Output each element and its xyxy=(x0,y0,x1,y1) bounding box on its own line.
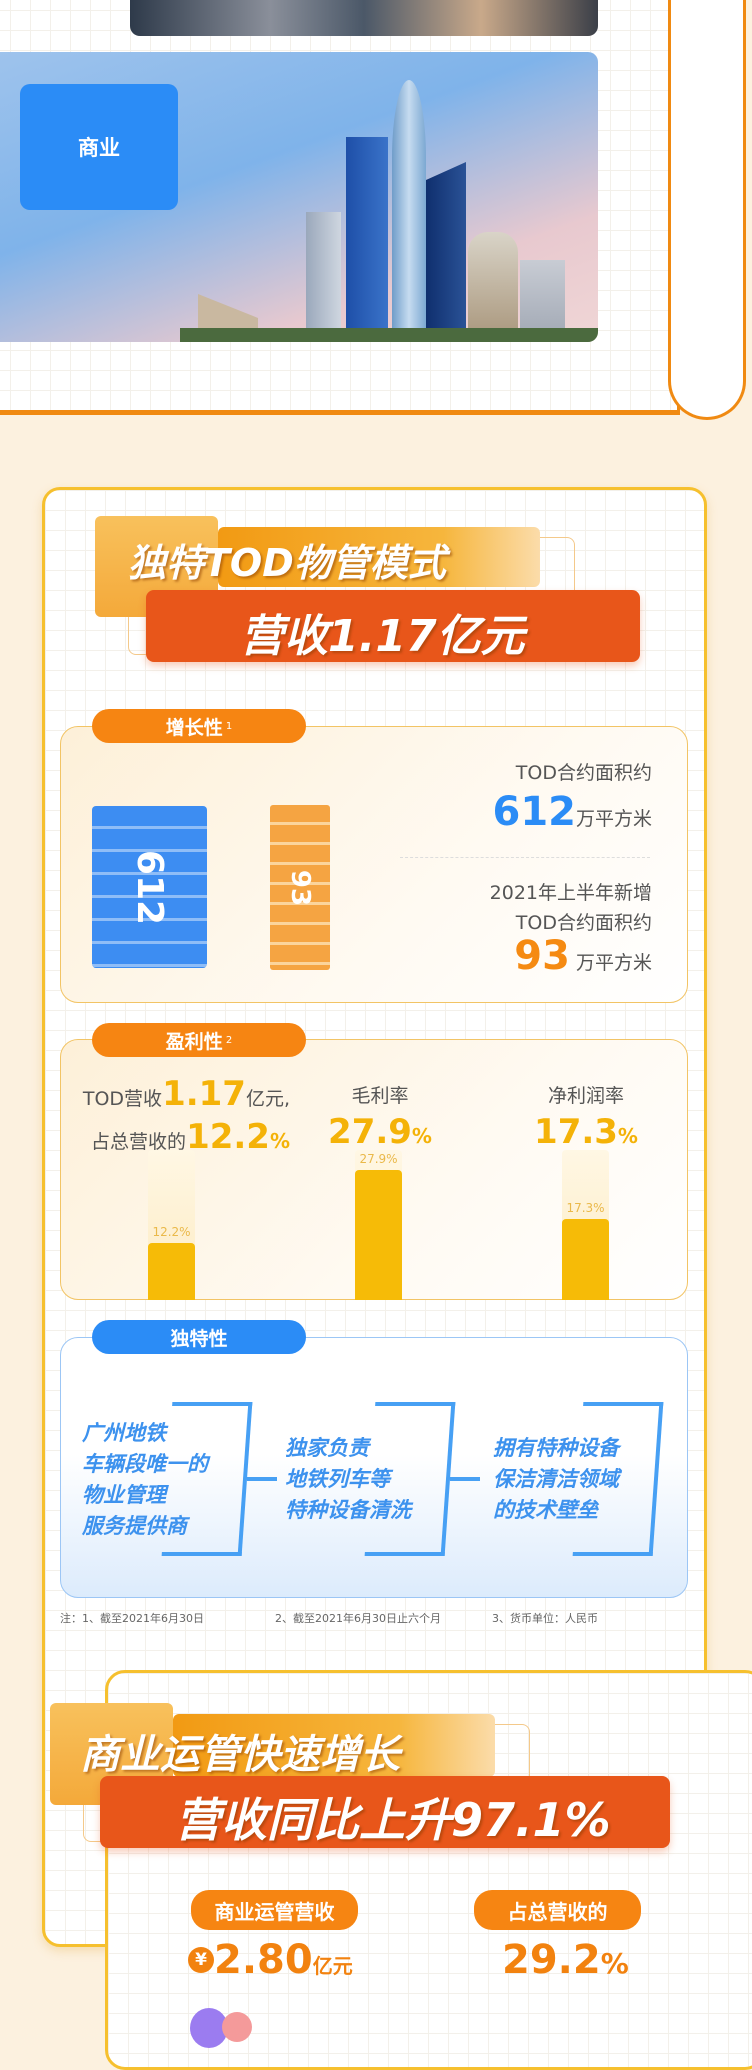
commercial-revenue-tag: 商业运管营收 xyxy=(191,1890,358,1930)
rev-suffix: 亿元, xyxy=(245,1088,290,1110)
uniqueness-line: 服务提供商 xyxy=(82,1514,187,1538)
blue-block-label: 612 xyxy=(129,849,170,925)
uniqueness-tag: 独特性 xyxy=(92,1320,306,1354)
gross-value: 27.9 xyxy=(328,1112,412,1152)
tod-revenue-stat: TOD营收1.17亿元, 占总营收的12.2% xyxy=(80,1075,290,1161)
title-bar xyxy=(173,1714,495,1777)
profit-tag: 盈利性 2 xyxy=(92,1023,306,1057)
uniqueness-line: 车辆段唯一的 xyxy=(82,1452,208,1476)
bar-label: 27.9% xyxy=(359,1152,398,1166)
share-pct: % xyxy=(269,1129,290,1153)
contract-value: 612 xyxy=(492,789,576,835)
rev-value: 1.17 xyxy=(162,1074,246,1114)
uniqueness-line: 的技术壁垒 xyxy=(493,1498,598,1522)
share-value: 12.2 xyxy=(186,1117,270,1157)
footnote-1: 注：1、截至2021年6月30日 xyxy=(60,1612,204,1625)
orange-block-label: 93 xyxy=(285,869,315,906)
title-subbar xyxy=(100,1776,670,1848)
new-unit: 万平方米 xyxy=(575,952,652,974)
uniqueness-item: 独家负责地铁列车等特种设备清洗 xyxy=(285,1433,411,1526)
contract-unit: 万平方米 xyxy=(575,808,652,830)
revenue-share-tag: 占总营收的 xyxy=(474,1890,641,1930)
footnote-3: 3、货币单位：人民币 xyxy=(492,1612,598,1625)
gross-label: 毛利率 xyxy=(351,1085,409,1107)
business-category-tag: 商业 xyxy=(20,84,178,210)
uniqueness-panel xyxy=(60,1337,688,1598)
uniqueness-item: 广州地铁车辆段唯一的 物业管理服务提供商 xyxy=(82,1418,208,1542)
commercial-growth-title: 营收同比上升97.1% xyxy=(175,1793,611,1847)
yuan-icon: ¥ xyxy=(188,1947,214,1973)
gross-margin-stat: 毛利率 27.9% xyxy=(310,1078,450,1155)
uniqueness-line: 特种设备清洗 xyxy=(285,1498,411,1522)
gross-pct: % xyxy=(411,1124,432,1148)
share-value: 29.2 xyxy=(502,1937,601,1983)
revenue-unit: 亿元 xyxy=(312,1954,353,1978)
contract-area-value: 612万平方米 xyxy=(492,792,652,832)
bar-label: 12.2% xyxy=(152,1225,191,1240)
footnote-2: 2、截至2021年6月30日止六个月 xyxy=(275,1612,441,1625)
divider xyxy=(400,857,650,858)
decorative-blob xyxy=(222,2012,252,2042)
bar-fill xyxy=(562,1219,609,1300)
growth-tag-label: 增长性 xyxy=(165,716,223,739)
connector-line xyxy=(450,1477,480,1481)
note-ref: 1 xyxy=(225,720,233,732)
uniqueness-line: 保洁清洁领域 xyxy=(493,1467,619,1491)
uniqueness-line: 拥有特种设备 xyxy=(493,1436,619,1460)
contract-area-label: TOD合约面积约 xyxy=(515,762,652,784)
revenue-share-value: 29.2% xyxy=(502,1937,629,1983)
revenue-value: 2.80 xyxy=(214,1937,313,1983)
rev-prefix: TOD营收 xyxy=(82,1088,163,1110)
share-prefix: 占总营收的 xyxy=(91,1131,187,1153)
net-pct: % xyxy=(617,1124,638,1148)
commercial-buildings-photo xyxy=(0,52,598,342)
commercial-revenue-value: ¥2.80亿元 xyxy=(188,1937,353,1983)
net-margin-stat: 净利润率 17.3% xyxy=(516,1078,656,1155)
uniqueness-line: 广州地铁 xyxy=(82,1421,166,1445)
connector-line xyxy=(247,1477,277,1481)
profit-tag-label: 盈利性 xyxy=(165,1030,223,1053)
bar-fill xyxy=(148,1243,195,1300)
uniqueness-item: 拥有特种设备 保洁清洁领域 的技术壁垒 xyxy=(493,1433,619,1526)
blue-block-stack: 612 xyxy=(92,806,207,968)
city-photo-top xyxy=(130,0,598,36)
title-bar xyxy=(218,527,540,587)
title-subbar xyxy=(146,590,640,662)
share-pct: % xyxy=(600,1947,629,1980)
growth-tag: 增长性 1 xyxy=(92,709,306,743)
scroll-curl xyxy=(668,0,746,420)
new-area-label-2: TOD合约面积约 xyxy=(515,912,652,934)
bar-label: 17.3% xyxy=(566,1201,605,1216)
new-area-label-1: 2021年上半年新增 xyxy=(489,882,652,904)
uniqueness-line: 物业管理 xyxy=(82,1483,166,1507)
tod-revenue-title: 营收1.17亿元 xyxy=(240,611,525,662)
note-ref: 2 xyxy=(225,1034,233,1046)
tod-title: 独特TOD物管模式 xyxy=(128,541,446,585)
uniqueness-line: 独家负责 xyxy=(285,1436,369,1460)
net-value: 17.3 xyxy=(534,1112,618,1152)
new-value: 93 xyxy=(514,933,570,979)
uniqueness-line: 地铁列车等 xyxy=(285,1467,390,1491)
orange-block-stack: 93 xyxy=(270,805,330,970)
net-label: 净利润率 xyxy=(547,1085,624,1107)
new-area-value: 93 万平方米 xyxy=(514,936,652,976)
commercial-title: 商业运管快速增长 xyxy=(80,1732,400,1778)
bar-fill xyxy=(355,1170,402,1300)
